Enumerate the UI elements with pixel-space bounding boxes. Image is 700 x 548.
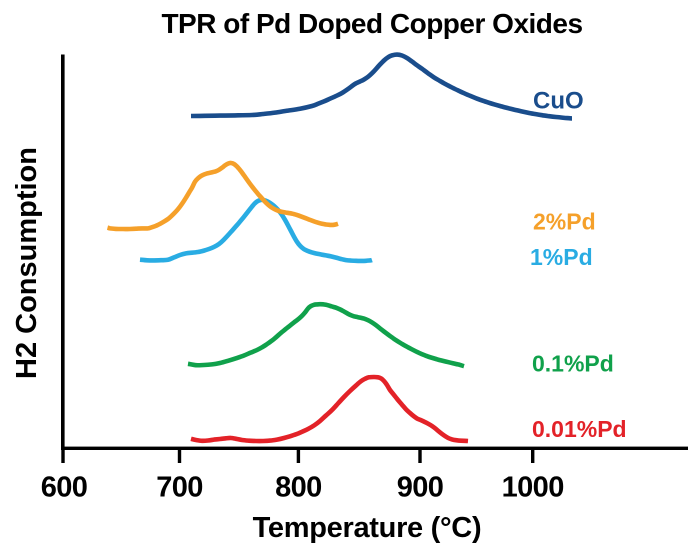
svg-text:1000: 1000 [502,472,564,504]
svg-text:900: 900 [397,472,444,504]
svg-text:600: 600 [41,472,88,504]
svg-text:H2 Consumption: H2 Consumption [11,147,43,379]
svg-text:0.1%Pd: 0.1%Pd [532,350,614,376]
svg-text:800: 800 [275,472,322,504]
svg-text:TPR of Pd Doped Copper Oxides: TPR of Pd Doped Copper Oxides [161,8,582,39]
svg-text:700: 700 [156,472,203,504]
svg-text:2%Pd: 2%Pd [533,209,596,235]
svg-text:1%Pd: 1%Pd [530,244,593,270]
svg-text:Temperature (°C): Temperature (°C) [253,512,482,544]
svg-text:0.01%Pd: 0.01%Pd [532,416,627,442]
svg-text:CuO: CuO [533,88,584,115]
